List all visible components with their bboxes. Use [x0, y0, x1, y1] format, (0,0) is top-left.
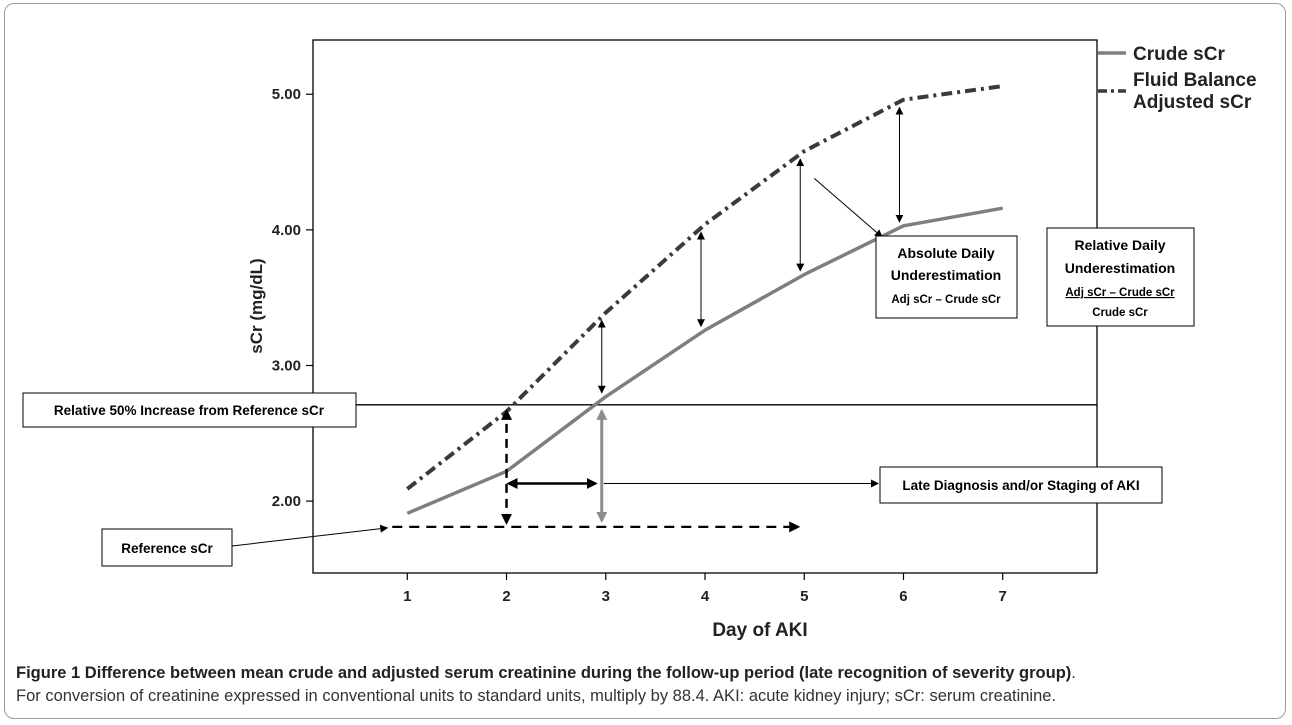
- caption-title-period: .: [1071, 664, 1076, 682]
- x-tick-label: 1: [403, 588, 411, 605]
- relative-denominator: Crude sCr: [1092, 307, 1148, 319]
- relative-underestimation-box: Relative Daily Underestimation Adj sCr –…: [1046, 227, 1195, 327]
- x-tick-label: 6: [899, 588, 907, 605]
- y-axis: 2.00 3.00 4.00 5.00: [272, 86, 313, 510]
- absolute-formula: Adj sCr – Crude sCr: [891, 294, 1001, 306]
- figure-caption: Figure 1 Difference between mean crude a…: [16, 662, 1280, 708]
- caption-title: Difference between mean crude and adjust…: [84, 664, 1072, 682]
- legend-label-crude: Crude sCr: [1133, 44, 1225, 65]
- late-diagnosis-label: Late Diagnosis and/or Staging of AKI: [902, 478, 1139, 493]
- relative-numerator: Adj sCr – Crude sCr: [1065, 287, 1175, 299]
- relative-title-2: Underestimation: [1065, 260, 1175, 276]
- reference-lines: [231, 404, 1097, 547]
- caption-text: For conversion of creatinine expressed i…: [16, 687, 1057, 705]
- x-axis: 1 2 3 4 5 6 7: [403, 573, 1007, 605]
- relative-title-1: Relative Daily: [1074, 237, 1165, 253]
- annotation-arrows: [501, 106, 904, 525]
- x-axis-label: Day of AKI: [712, 620, 807, 641]
- absolute-pointer: [813, 177, 883, 238]
- y-tick-label: 2.00: [272, 493, 301, 510]
- x-tick-label: 5: [800, 588, 808, 605]
- line-chart: 2.00 3.00 4.00 5.00 1 2 3 4 5 6 7 Day of AKI sCr …: [22, 39, 1262, 641]
- absolute-title-1: Absolute Daily: [897, 245, 994, 261]
- y-axis-label: sCr (mg/dL): [247, 258, 266, 353]
- absolute-underestimation-box: Absolute Daily Underestimation Adj sCr –…: [875, 235, 1018, 319]
- caption-label: Figure 1: [16, 664, 81, 682]
- y-tick-label: 5.00: [272, 86, 301, 103]
- reference-scr-label: Reference sCr: [121, 541, 213, 556]
- absolute-title-2: Underestimation: [891, 267, 1001, 283]
- relative-50-box: Relative 50% Increase from Reference sCr: [22, 392, 357, 428]
- x-tick-label: 4: [701, 588, 710, 605]
- relative-50-label: Relative 50% Increase from Reference sCr: [54, 403, 325, 418]
- x-tick-label: 2: [502, 588, 510, 605]
- reference-scr-box: Reference sCr: [101, 528, 233, 567]
- x-tick-label: 3: [602, 588, 610, 605]
- late-diagnosis-box: Late Diagnosis and/or Staging of AKI: [879, 466, 1163, 504]
- reference-scr-pointer: [231, 524, 389, 547]
- y-tick-label: 4.00: [272, 222, 301, 239]
- figure-frame: [4, 3, 1286, 719]
- y-tick-label: 3.00: [272, 357, 301, 374]
- legend-label-adjusted: Fluid Balance Adjusted sCr: [1133, 70, 1262, 113]
- x-tick-label: 7: [999, 588, 1007, 605]
- legend: Crude sCr Fluid Balance Adjusted sCr: [1098, 44, 1262, 113]
